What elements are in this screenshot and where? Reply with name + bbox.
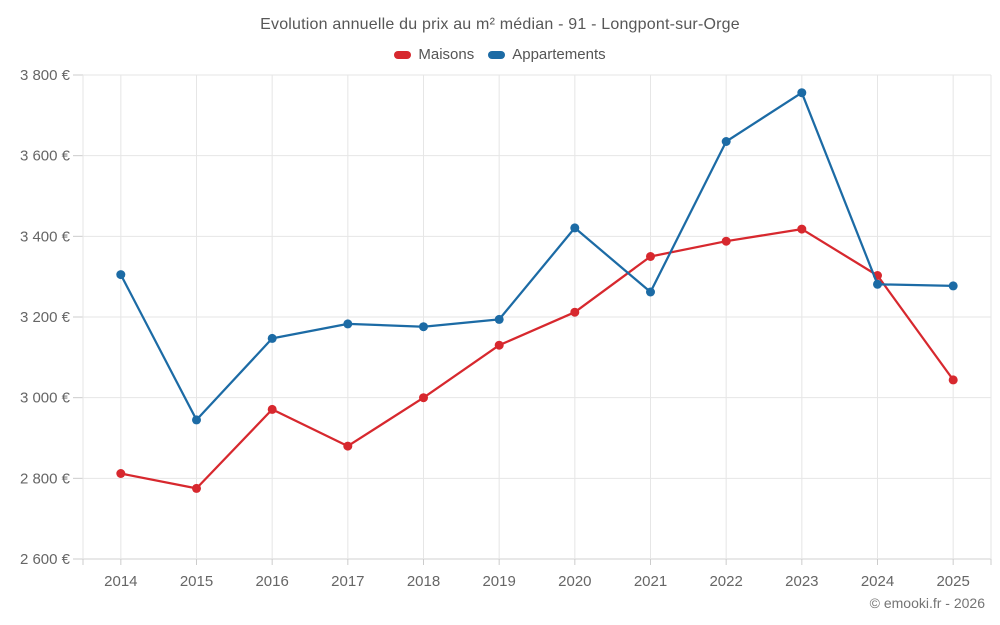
data-point-appartements-2022[interactable]	[721, 137, 731, 146]
data-point-appartements-2020[interactable]	[570, 223, 580, 233]
data-point-appartements-2015[interactable]	[192, 415, 201, 425]
legend-swatch-appartements	[488, 50, 506, 59]
series-line-maisons	[119, 227, 955, 490]
chart-legend: Maisons Appartements	[0, 46, 1000, 63]
x-axis-label: 2025	[936, 573, 969, 590]
data-point-maisons-2014[interactable]	[116, 469, 126, 478]
data-point-maisons-2023[interactable]	[797, 224, 807, 234]
y-axis-label: 3 000 €	[20, 390, 71, 407]
legend-item-maisons[interactable]: Maisons	[394, 46, 474, 63]
y-axis-label: 3 200 €	[20, 309, 71, 326]
y-axis-label: 3 400 €	[20, 228, 71, 245]
series-line-appartements	[119, 91, 955, 422]
data-point-appartements-2017[interactable]	[343, 319, 353, 329]
data-point-maisons-2018[interactable]	[419, 393, 428, 403]
x-axis-label: 2017	[331, 573, 364, 590]
x-axis-label: 2023	[785, 573, 818, 590]
x-axis-label: 2016	[255, 573, 288, 590]
y-axis-label: 2 800 €	[20, 470, 71, 487]
data-point-appartements-2018[interactable]	[419, 322, 428, 332]
x-axis-label: 2020	[558, 573, 591, 590]
x-axis-label: 2019	[482, 573, 515, 590]
data-point-appartements-2023[interactable]	[797, 88, 807, 98]
y-axis-label: 3 600 €	[20, 148, 71, 165]
data-point-maisons-2015[interactable]	[192, 483, 201, 493]
data-point-maisons-2017[interactable]	[343, 441, 353, 451]
legend-swatch-maisons	[394, 50, 412, 59]
x-axis-label: 2021	[634, 573, 667, 590]
data-point-maisons-2020[interactable]	[570, 307, 580, 317]
data-point-appartements-2025[interactable]	[948, 281, 958, 291]
y-axis-label: 3 800 €	[20, 67, 71, 84]
data-point-appartements-2021[interactable]	[646, 287, 655, 297]
data-point-appartements-2016[interactable]	[267, 333, 277, 343]
data-point-maisons-2019[interactable]	[494, 340, 504, 350]
data-point-maisons-2022[interactable]	[721, 236, 731, 246]
legend-item-appartements[interactable]: Appartements	[488, 46, 606, 63]
data-point-maisons-2021[interactable]	[646, 252, 655, 261]
x-axis-label: 2014	[104, 573, 137, 590]
data-point-appartements-2014[interactable]	[116, 270, 126, 280]
copyright-credit: © emooki.fr - 2026	[869, 595, 985, 611]
data-point-appartements-2019[interactable]	[494, 314, 504, 324]
y-axis-label: 2 600 €	[20, 551, 71, 568]
data-point-appartements-2024[interactable]	[873, 279, 882, 289]
x-axis-label: 2015	[180, 573, 213, 590]
legend-label-maisons: Maisons	[418, 46, 475, 63]
x-axis-label: 2024	[861, 573, 894, 590]
chart-title: Evolution annuelle du prix au m² médian …	[260, 16, 740, 33]
data-point-maisons-2025[interactable]	[948, 375, 958, 385]
data-point-maisons-2016[interactable]	[267, 404, 277, 414]
x-axis-label: 2018	[407, 573, 440, 590]
x-axis-label: 2022	[709, 573, 742, 590]
legend-label-appartements: Appartements	[512, 46, 606, 63]
